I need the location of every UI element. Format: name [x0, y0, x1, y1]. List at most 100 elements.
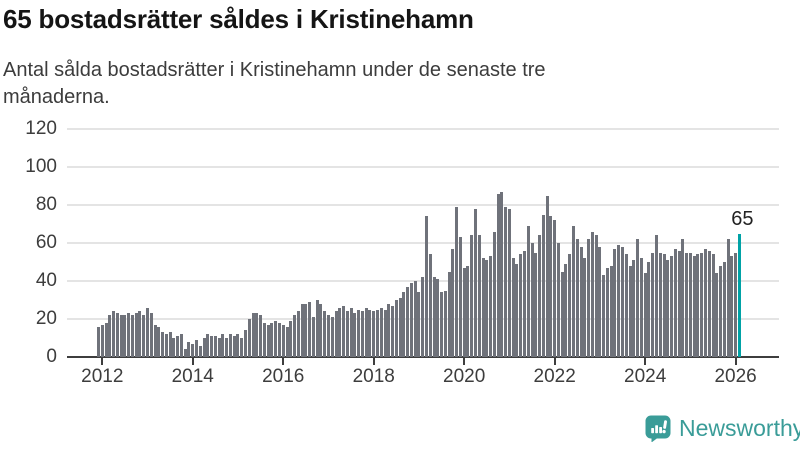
- bar: [198, 345, 202, 357]
- bar: [575, 239, 579, 357]
- bar: [221, 334, 225, 357]
- chart-subtitle-line2: månaderna.: [3, 86, 110, 108]
- bar: [187, 341, 191, 357]
- x-axis-label: 2016: [262, 366, 305, 387]
- newsworthy-logo-text: Newsworthy: [679, 414, 800, 441]
- bar: [572, 225, 576, 357]
- bar: [304, 303, 308, 357]
- bar: [164, 334, 168, 357]
- bar: [670, 256, 674, 357]
- bar: [598, 246, 602, 357]
- bar: [477, 235, 481, 357]
- bar: [289, 320, 293, 357]
- bar: [251, 313, 255, 357]
- y-axis-label: 100: [25, 156, 57, 177]
- bar: [609, 265, 613, 357]
- bar: [349, 307, 353, 357]
- bar: [345, 311, 349, 357]
- bar: [715, 273, 719, 357]
- bar: [451, 248, 455, 357]
- bar: [507, 208, 511, 357]
- bar: [360, 311, 364, 357]
- bar: [734, 252, 738, 357]
- gridline: [67, 128, 779, 130]
- bar: [259, 315, 263, 357]
- bar: [643, 273, 647, 357]
- bar: [372, 311, 376, 357]
- bar: [639, 258, 643, 357]
- bar: [240, 338, 244, 357]
- bar: [142, 315, 146, 357]
- bar: [300, 303, 304, 357]
- bar: [654, 235, 658, 357]
- bar: [383, 309, 387, 357]
- bar: [504, 206, 508, 357]
- x-axis-tick: [553, 358, 556, 365]
- bar: [579, 246, 583, 357]
- x-axis-label: 2024: [624, 366, 667, 387]
- bar: [176, 336, 180, 357]
- bar: [394, 300, 398, 357]
- y-axis-label: 120: [25, 118, 57, 139]
- bar: [315, 300, 319, 357]
- newsworthy-logo-icon: [645, 415, 671, 442]
- x-axis-tick: [644, 358, 647, 365]
- bar: [519, 254, 523, 357]
- bar: [213, 336, 217, 357]
- bar: [138, 311, 142, 357]
- bar: [262, 322, 266, 357]
- bar: [308, 301, 312, 357]
- bar: [100, 324, 104, 357]
- bar: [217, 338, 221, 357]
- x-axis-label: 2026: [714, 366, 757, 387]
- chart-subtitle: Antal sålda bostadsrätter i Kristinehamn…: [3, 57, 723, 111]
- bar: [379, 307, 383, 357]
- bar: [492, 231, 496, 357]
- bar: [496, 193, 500, 357]
- bar: [161, 332, 165, 357]
- bar: [692, 256, 696, 357]
- bar: [602, 275, 606, 357]
- bar: [658, 252, 662, 357]
- bar: [104, 322, 108, 357]
- x-axis-tick: [101, 358, 104, 365]
- bar: [541, 214, 545, 357]
- bar: [590, 231, 594, 357]
- bar: [364, 307, 368, 357]
- bar: [353, 313, 357, 357]
- bar: [311, 317, 315, 357]
- newsworthy-logo: Newsworthy: [644, 414, 800, 442]
- bar: [323, 311, 327, 357]
- bar: [636, 239, 640, 357]
- x-axis-tick: [282, 358, 285, 365]
- bar: [621, 246, 625, 357]
- bar: [417, 292, 421, 357]
- bar: [564, 263, 568, 357]
- bar: [153, 324, 157, 357]
- bar: [647, 262, 651, 357]
- bar: [149, 313, 153, 357]
- bar: [553, 220, 557, 357]
- bar: [568, 254, 572, 357]
- x-axis-tick: [372, 358, 375, 365]
- gridline: [67, 166, 779, 168]
- bar: [700, 252, 704, 357]
- bar: [613, 248, 617, 357]
- bar: [232, 336, 236, 357]
- bar: [368, 309, 372, 357]
- x-axis-label: 2014: [171, 366, 214, 387]
- bar: [500, 191, 504, 357]
- bar: [183, 349, 187, 357]
- bar: [270, 322, 274, 357]
- bar: [244, 330, 248, 357]
- bar: [436, 279, 440, 357]
- bar: [523, 250, 526, 357]
- bar: [466, 265, 470, 357]
- bar: [673, 248, 677, 357]
- bar: [447, 271, 451, 357]
- bar: [538, 235, 542, 357]
- bar: [617, 244, 621, 357]
- bar: [515, 263, 519, 357]
- bar: [432, 277, 436, 357]
- y-axis-label: 40: [35, 270, 57, 291]
